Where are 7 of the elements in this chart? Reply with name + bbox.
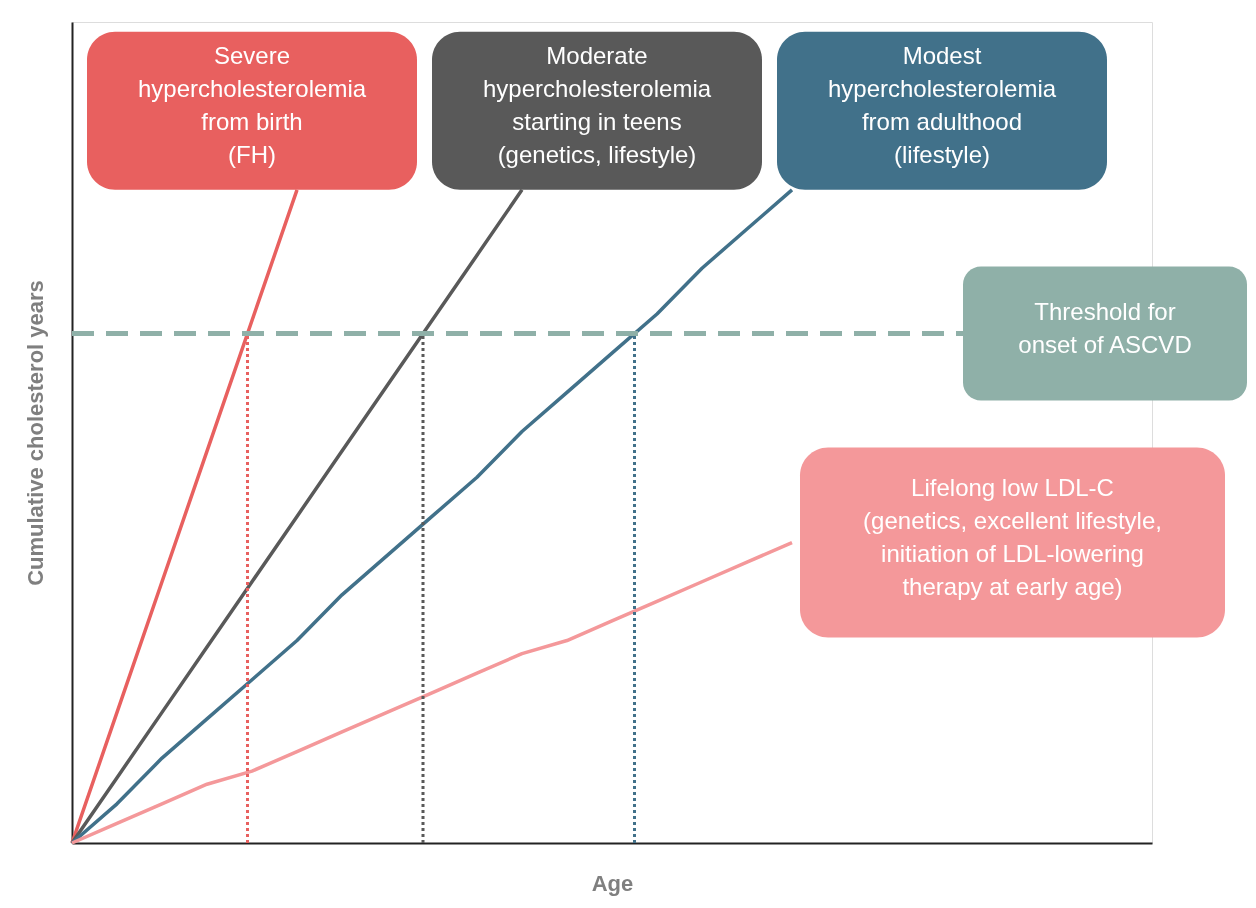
ref-line-label: Threshold for onset of ASCVD bbox=[1018, 297, 1192, 358]
text: Severe hypercholesterolemia from birth (FH) bbox=[137, 41, 367, 168]
x-axis-title: Age bbox=[591, 870, 634, 896]
series-label: Moderate hypercholesterolemia starting in teens (genetics, lifestyle) bbox=[482, 41, 712, 168]
y-axis-title: Cumulative cholesterol years bbox=[22, 280, 48, 586]
text: Lifelong low LDL-C (genetics, excellent lifestyle, initiation of LDL-lowering therapy at early age) bbox=[863, 473, 1162, 600]
series-label: Modest hypercholesterolemia from adulthood (lifestyle) bbox=[827, 41, 1057, 168]
